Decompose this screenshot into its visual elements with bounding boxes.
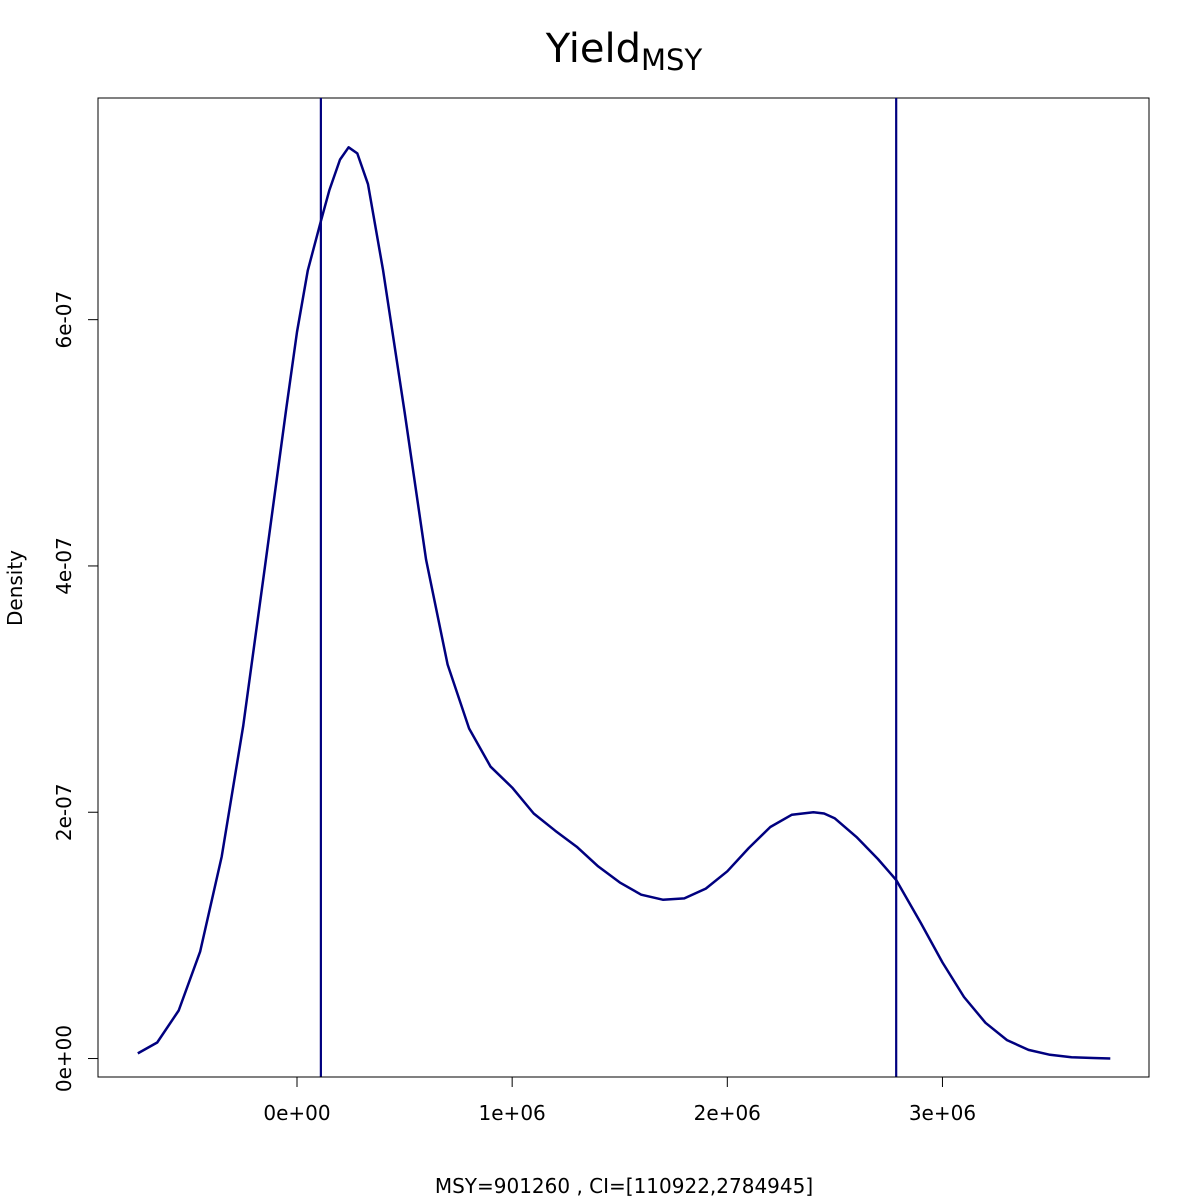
x-tick-label: 0e+00 [263, 1101, 330, 1125]
svg-text:YieldMSY: YieldMSY [545, 26, 703, 77]
x-axis: 0e+00 1e+06 2e+06 3e+06 [263, 1076, 976, 1125]
chart-title-subscript: MSY [641, 43, 702, 77]
y-axis-label: Density [3, 550, 27, 626]
x-axis-label: MSY=901260 , CI=[110922,2784945] [435, 1174, 813, 1198]
y-axis: 0e+00 2e-07 4e-07 6e-07 [52, 291, 99, 1092]
y-tick-label: 6e-07 [52, 291, 76, 349]
plot-area [137, 98, 1111, 1077]
y-tick-label: 2e-07 [52, 783, 76, 841]
plot-frame [97, 97, 1150, 1078]
density-curve [137, 146, 1111, 1060]
x-tick-label: 3e+06 [909, 1101, 976, 1125]
x-tick-label: 1e+06 [479, 1101, 546, 1125]
y-tick-label: 0e+00 [52, 1025, 76, 1092]
chart-title-main: Yield [545, 26, 641, 72]
x-tick-label: 2e+06 [694, 1101, 761, 1125]
y-tick-label: 4e-07 [52, 537, 76, 595]
chart-title: YieldMSY [545, 26, 703, 77]
